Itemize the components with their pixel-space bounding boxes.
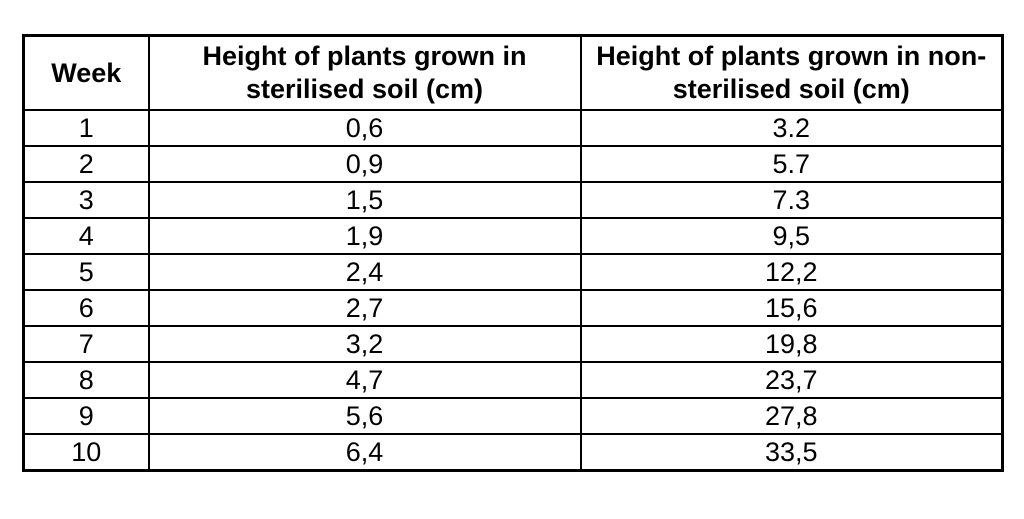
non-sterilised-height-cell: 5.7 [579,145,1004,183]
table-row: 7 3,2 19,8 [22,325,1004,363]
week-cell: 5 [22,253,150,291]
table-row: 6 2,7 15,6 [22,289,1004,327]
non-sterilised-height-cell: 7.3 [579,181,1004,219]
table-row: 2 0,9 5.7 [22,145,1004,183]
plant-height-table: Week Height of plants grown in sterilise… [22,34,1004,472]
non-sterilised-height-cell: 33,5 [579,433,1004,472]
non-sterilised-height-cell: 15,6 [579,289,1004,327]
header-sterilised-soil: Height of plants grown in sterilised soi… [147,34,582,111]
non-sterilised-height-cell: 3.2 [579,109,1004,147]
week-cell: 1 [22,109,150,147]
table-row: 5 2,4 12,2 [22,253,1004,291]
sterilised-height-cell: 2,7 [147,289,582,327]
sterilised-height-cell: 5,6 [147,397,582,435]
sterilised-height-cell: 4,7 [147,361,582,399]
sterilised-height-cell: 0,6 [147,109,582,147]
table-row: 1 0,6 3.2 [22,109,1004,147]
sterilised-height-cell: 3,2 [147,325,582,363]
week-cell: 3 [22,181,150,219]
week-cell: 4 [22,217,150,255]
non-sterilised-height-cell: 27,8 [579,397,1004,435]
week-cell: 7 [22,325,150,363]
table-row: 3 1,5 7.3 [22,181,1004,219]
week-cell: 6 [22,289,150,327]
table-row: 9 5,6 27,8 [22,397,1004,435]
non-sterilised-height-cell: 9,5 [579,217,1004,255]
sterilised-height-cell: 2,4 [147,253,582,291]
table-header-row: Week Height of plants grown in sterilise… [22,34,1004,111]
week-cell: 9 [22,397,150,435]
week-cell: 8 [22,361,150,399]
table-row: 10 6,4 33,5 [22,433,1004,472]
sterilised-height-cell: 1,5 [147,181,582,219]
sterilised-height-cell: 0,9 [147,145,582,183]
sterilised-height-cell: 1,9 [147,217,582,255]
header-non-sterilised-soil: Height of plants grown in non-sterilised… [579,34,1004,111]
sterilised-height-cell: 6,4 [147,433,582,472]
non-sterilised-height-cell: 23,7 [579,361,1004,399]
non-sterilised-height-cell: 12,2 [579,253,1004,291]
table-row: 4 1,9 9,5 [22,217,1004,255]
week-cell: 10 [22,433,150,472]
header-week: Week [22,34,150,111]
week-cell: 2 [22,145,150,183]
table-row: 8 4,7 23,7 [22,361,1004,399]
non-sterilised-height-cell: 19,8 [579,325,1004,363]
